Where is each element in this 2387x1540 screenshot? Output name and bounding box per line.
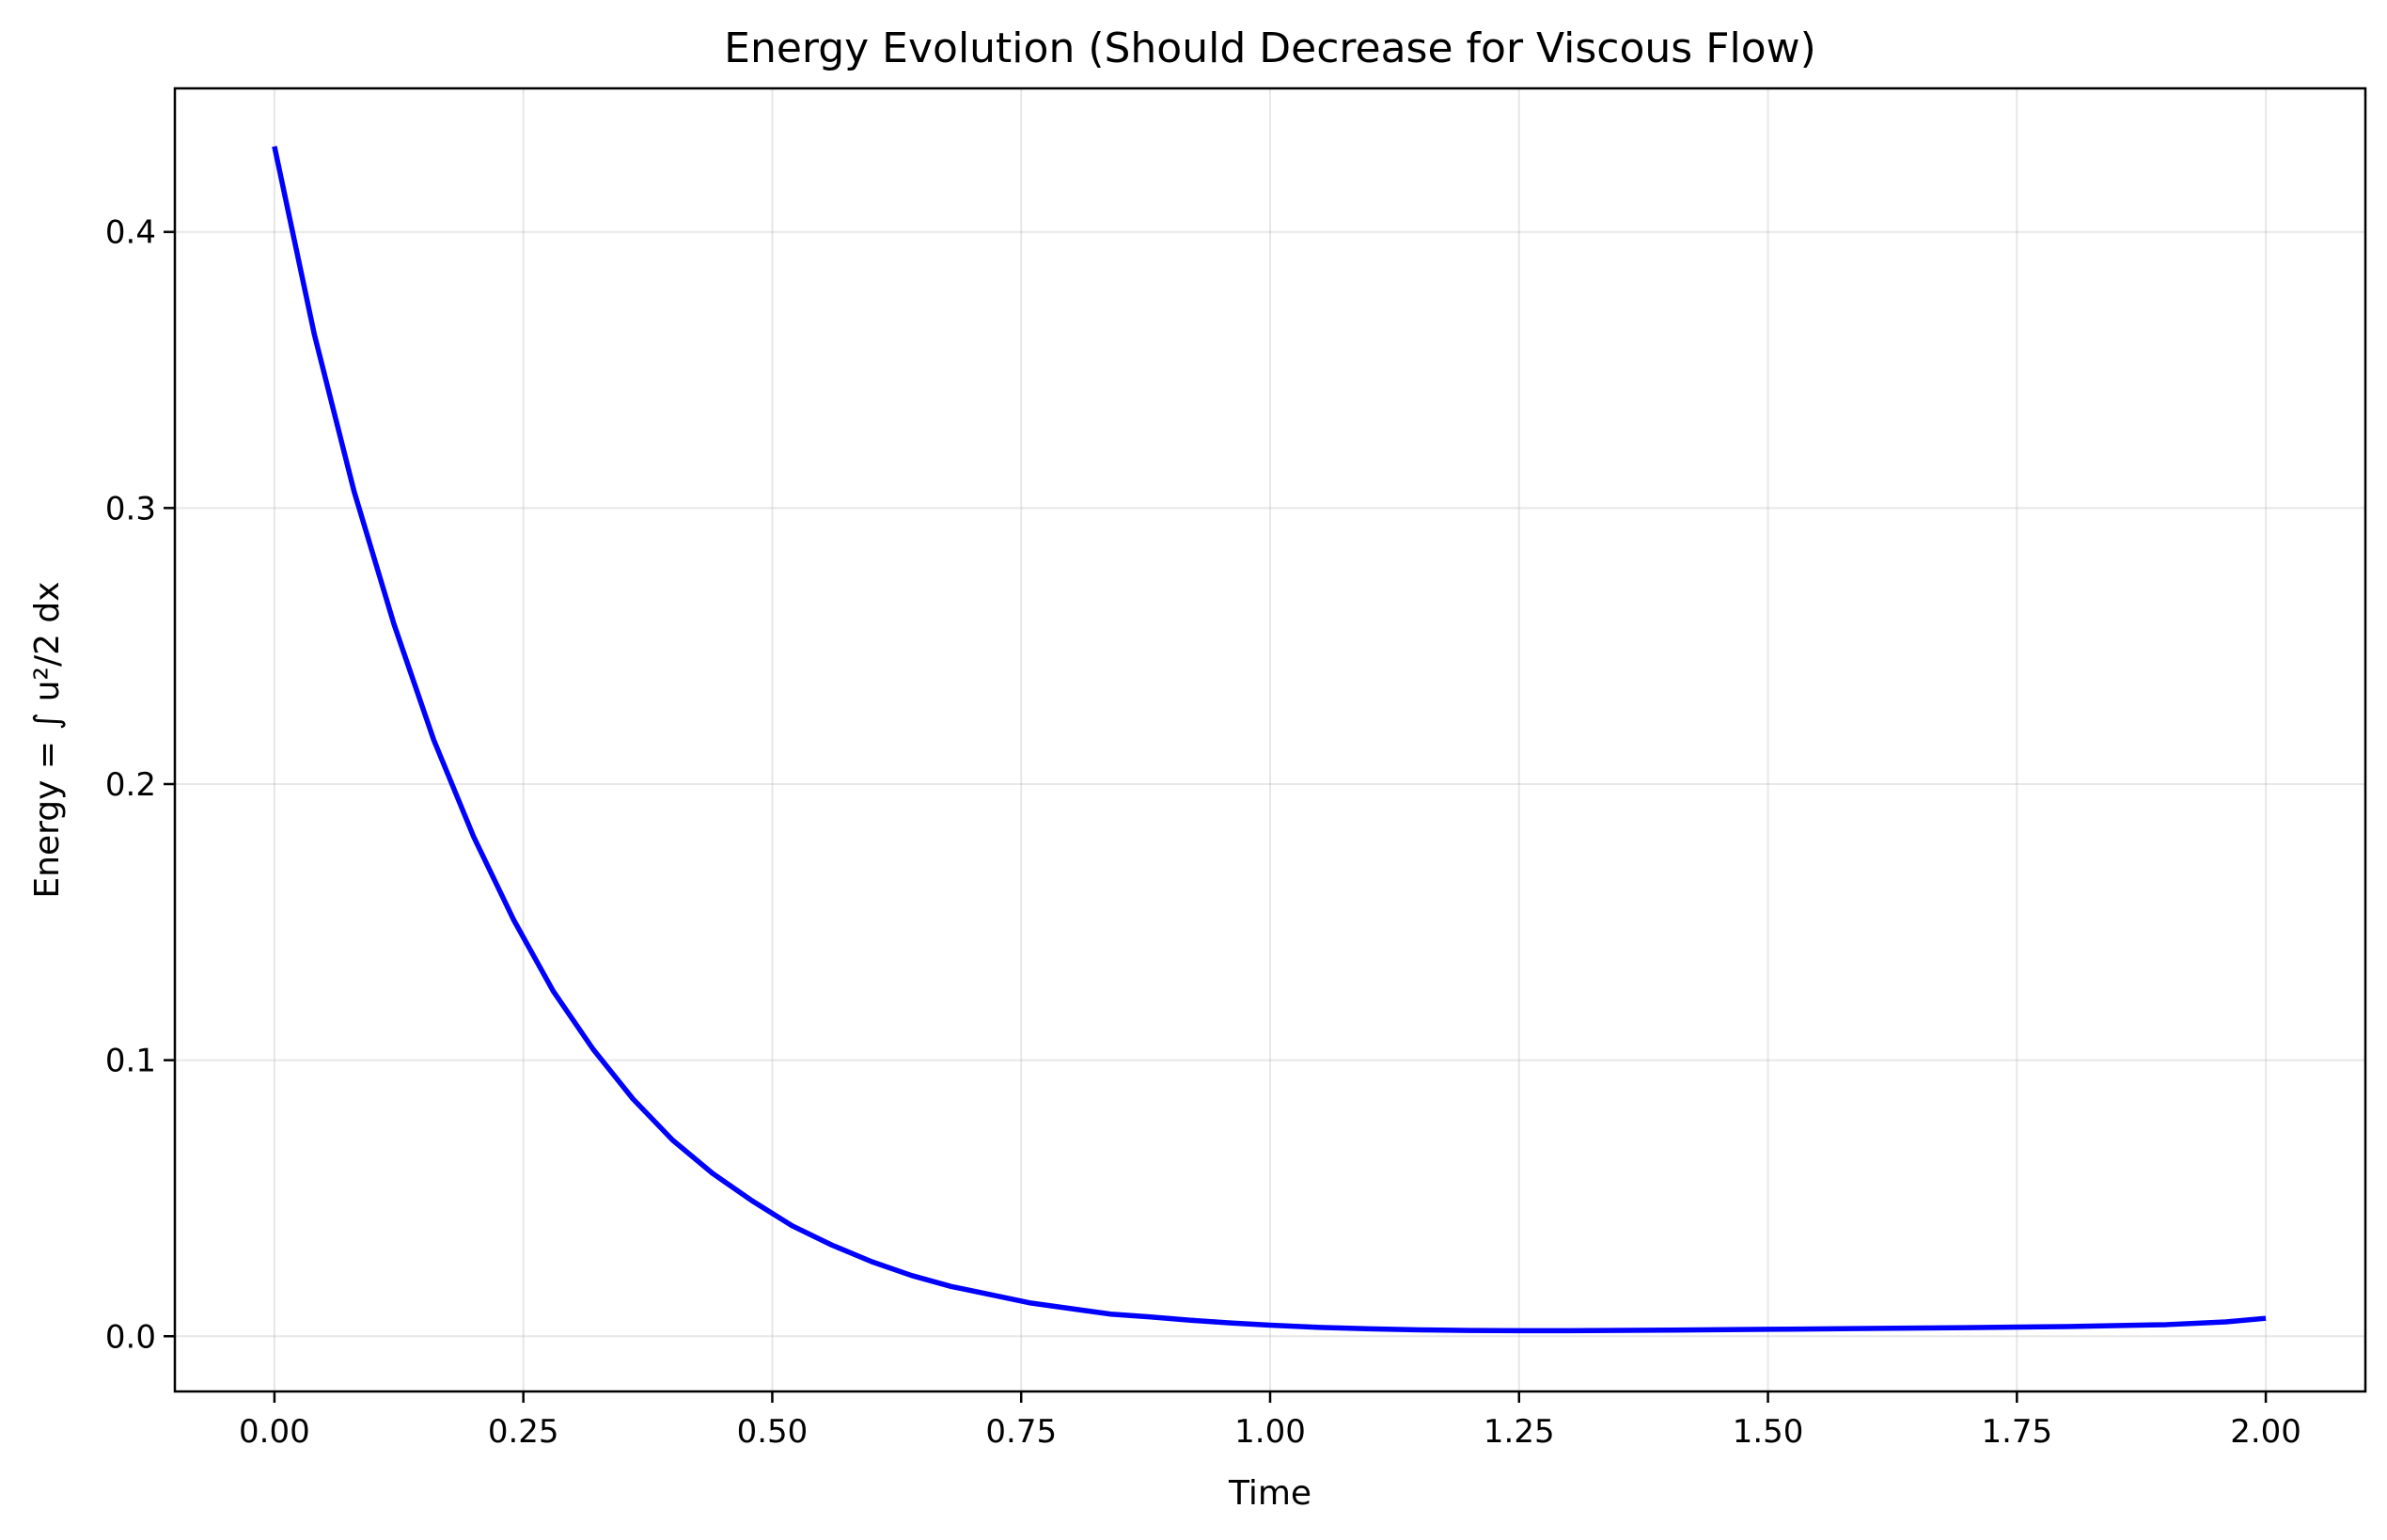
x-tick-label: 1.00 bbox=[1234, 1413, 1306, 1451]
y-tick-label: 0.2 bbox=[105, 766, 156, 804]
chart-title: Energy Evolution (Should Decrease for Vi… bbox=[724, 24, 1816, 72]
x-tick-label: 1.25 bbox=[1484, 1413, 1555, 1451]
y-tick-label: 0.3 bbox=[105, 490, 156, 527]
series-layer bbox=[272, 146, 2267, 1334]
y-tick-label: 0.4 bbox=[105, 214, 156, 252]
y-axis-label: Energy = ∫ u²/2 dx bbox=[28, 581, 67, 898]
x-tick-label: 0.00 bbox=[239, 1413, 310, 1451]
x-tick-label: 0.25 bbox=[488, 1413, 559, 1451]
x-tick-label: 0.75 bbox=[985, 1413, 1057, 1451]
x-tick-label: 0.50 bbox=[737, 1413, 809, 1451]
x-axis-ticks: 0.00 0.25 0.50 0.75 1.00 1.25 1.50 1.75 2.00 bbox=[239, 1391, 2301, 1451]
y-tick-label: 0.1 bbox=[105, 1043, 156, 1080]
x-tick-label: 1.75 bbox=[1981, 1413, 2052, 1451]
y-axis-ticks: 0.0 0.1 0.2 0.3 0.4 bbox=[105, 214, 175, 1356]
x-tick-label: 1.50 bbox=[1733, 1413, 1804, 1451]
x-tick-label: 2.00 bbox=[2230, 1413, 2301, 1451]
x-axis-label: Time bbox=[1228, 1474, 1311, 1513]
energy-series-line bbox=[272, 146, 2267, 1334]
y-tick-label: 0.0 bbox=[105, 1318, 156, 1356]
grid bbox=[175, 88, 2365, 1391]
